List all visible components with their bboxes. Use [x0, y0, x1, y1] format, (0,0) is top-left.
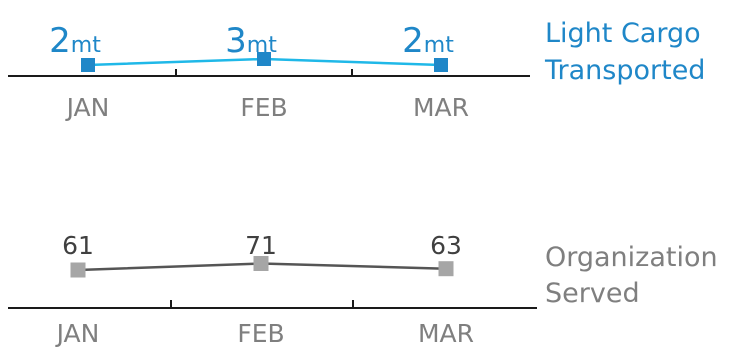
data-point-mar [438, 261, 454, 277]
data-label-number: 3 [225, 21, 247, 61]
data-label-mar: 2mt [402, 21, 454, 61]
series-title-line-2: Served [545, 278, 640, 309]
x-tick-label-jan: JAN [55, 319, 100, 348]
data-label-number: 2 [49, 21, 71, 61]
data-label-number: 71 [245, 231, 277, 260]
data-point-feb [253, 256, 269, 271]
x-tick-label-jan: JAN [65, 93, 110, 122]
series-title-line-2: Transported [544, 55, 705, 86]
data-label-unit: mt [247, 33, 277, 58]
data-point-jan [81, 58, 95, 72]
organization-served-chart: JAN FEB MAR 61 71 63 Organization Served [8, 231, 718, 348]
data-label-mar: 63 [430, 231, 462, 260]
data-point-feb [257, 52, 271, 66]
data-label-number: 63 [430, 231, 462, 260]
data-label-feb: 3mt [225, 21, 277, 61]
x-tick-label-mar: MAR [418, 319, 474, 348]
data-label-jan: 2mt [49, 21, 101, 61]
data-point-jan [70, 262, 86, 278]
data-label-number: 2 [402, 21, 424, 61]
x-tick-label-feb: FEB [240, 93, 287, 122]
data-label-number: 61 [62, 231, 94, 260]
x-tick-label-mar: MAR [413, 93, 469, 122]
series-title-line-1: Organization [545, 242, 718, 273]
data-label-feb: 71 [245, 231, 277, 260]
data-point-mar [434, 58, 448, 72]
series-title-line-1: Light Cargo [545, 18, 701, 49]
data-label-jan: 61 [62, 231, 94, 260]
x-tick-label-feb: FEB [237, 319, 284, 348]
data-label-unit: mt [424, 33, 454, 58]
data-label-unit: mt [71, 33, 101, 58]
